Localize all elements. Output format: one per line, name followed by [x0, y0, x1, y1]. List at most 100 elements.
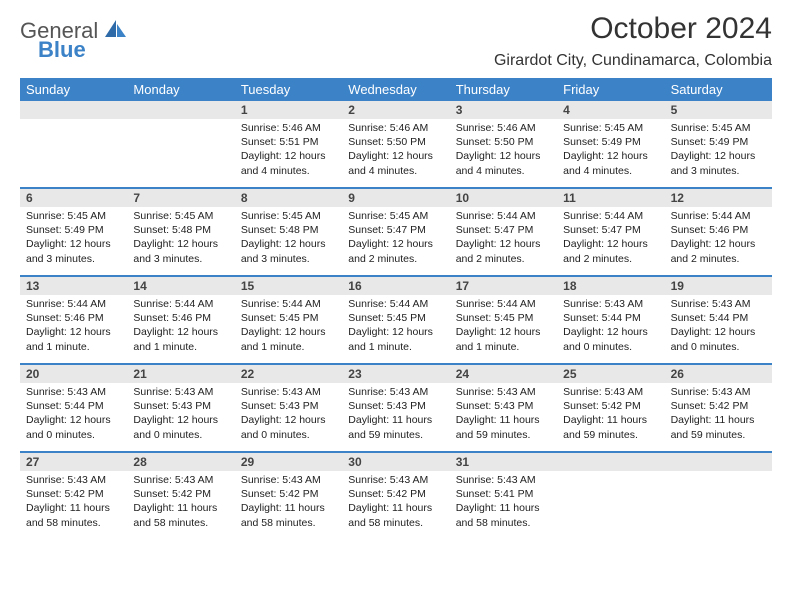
sunrise-line: Sunrise: 5:43 AM	[348, 473, 443, 487]
sunset-line: Sunset: 5:44 PM	[26, 399, 121, 413]
sunset-line: Sunset: 5:47 PM	[456, 223, 551, 237]
calendar-week: 6Sunrise: 5:45 AMSunset: 5:49 PMDaylight…	[20, 187, 772, 275]
calendar-cell: 2Sunrise: 5:46 AMSunset: 5:50 PMDaylight…	[342, 101, 449, 187]
cell-body: Sunrise: 5:45 AMSunset: 5:47 PMDaylight:…	[342, 207, 449, 270]
calendar-week: 13Sunrise: 5:44 AMSunset: 5:46 PMDayligh…	[20, 275, 772, 363]
daylight-line: Daylight: 12 hours and 4 minutes.	[456, 149, 551, 177]
day-number: 7	[127, 189, 234, 207]
calendar-cell: 3Sunrise: 5:46 AMSunset: 5:50 PMDaylight…	[450, 101, 557, 187]
day-number: 3	[450, 101, 557, 119]
calendar-cell: 24Sunrise: 5:43 AMSunset: 5:43 PMDayligh…	[450, 365, 557, 451]
daylight-line: Daylight: 12 hours and 1 minute.	[133, 325, 228, 353]
cell-body: Sunrise: 5:43 AMSunset: 5:42 PMDaylight:…	[665, 383, 772, 446]
sunrise-line: Sunrise: 5:44 AM	[563, 209, 658, 223]
sunrise-line: Sunrise: 5:44 AM	[241, 297, 336, 311]
day-header: Tuesday	[235, 78, 342, 101]
cell-body: Sunrise: 5:46 AMSunset: 5:50 PMDaylight:…	[342, 119, 449, 182]
daylight-line: Daylight: 11 hours and 59 minutes.	[671, 413, 766, 441]
sunset-line: Sunset: 5:42 PM	[563, 399, 658, 413]
day-number: 10	[450, 189, 557, 207]
day-number	[20, 101, 127, 119]
sunset-line: Sunset: 5:50 PM	[456, 135, 551, 149]
cell-body: Sunrise: 5:44 AMSunset: 5:47 PMDaylight:…	[450, 207, 557, 270]
sunset-line: Sunset: 5:50 PM	[348, 135, 443, 149]
cell-body: Sunrise: 5:45 AMSunset: 5:49 PMDaylight:…	[665, 119, 772, 182]
sunset-line: Sunset: 5:47 PM	[563, 223, 658, 237]
sunset-line: Sunset: 5:43 PM	[456, 399, 551, 413]
cell-body: Sunrise: 5:43 AMSunset: 5:41 PMDaylight:…	[450, 471, 557, 534]
calendar-cell: 30Sunrise: 5:43 AMSunset: 5:42 PMDayligh…	[342, 453, 449, 539]
sunrise-line: Sunrise: 5:44 AM	[133, 297, 228, 311]
calendar-cell	[665, 453, 772, 539]
day-number	[557, 453, 664, 471]
cell-body: Sunrise: 5:43 AMSunset: 5:44 PMDaylight:…	[665, 295, 772, 358]
cell-body: Sunrise: 5:43 AMSunset: 5:44 PMDaylight:…	[557, 295, 664, 358]
day-number: 21	[127, 365, 234, 383]
calendar-cell: 9Sunrise: 5:45 AMSunset: 5:47 PMDaylight…	[342, 189, 449, 275]
calendar-cell: 20Sunrise: 5:43 AMSunset: 5:44 PMDayligh…	[20, 365, 127, 451]
cell-body: Sunrise: 5:44 AMSunset: 5:46 PMDaylight:…	[20, 295, 127, 358]
cell-body: Sunrise: 5:44 AMSunset: 5:47 PMDaylight:…	[557, 207, 664, 270]
sunset-line: Sunset: 5:46 PM	[671, 223, 766, 237]
calendar-cell: 15Sunrise: 5:44 AMSunset: 5:45 PMDayligh…	[235, 277, 342, 363]
sunrise-line: Sunrise: 5:46 AM	[348, 121, 443, 135]
day-number: 20	[20, 365, 127, 383]
sunset-line: Sunset: 5:42 PM	[241, 487, 336, 501]
day-number: 11	[557, 189, 664, 207]
sunset-line: Sunset: 5:51 PM	[241, 135, 336, 149]
sunrise-line: Sunrise: 5:43 AM	[671, 297, 766, 311]
sunset-line: Sunset: 5:46 PM	[133, 311, 228, 325]
cell-body: Sunrise: 5:46 AMSunset: 5:50 PMDaylight:…	[450, 119, 557, 182]
sunrise-line: Sunrise: 5:43 AM	[133, 473, 228, 487]
calendar-cell: 14Sunrise: 5:44 AMSunset: 5:46 PMDayligh…	[127, 277, 234, 363]
daylight-line: Daylight: 12 hours and 2 minutes.	[671, 237, 766, 265]
sunset-line: Sunset: 5:45 PM	[456, 311, 551, 325]
sunrise-line: Sunrise: 5:43 AM	[26, 385, 121, 399]
header: General Blue October 2024 Girardot City,…	[20, 12, 772, 70]
daylight-line: Daylight: 11 hours and 59 minutes.	[456, 413, 551, 441]
daylight-line: Daylight: 12 hours and 0 minutes.	[133, 413, 228, 441]
sunrise-line: Sunrise: 5:45 AM	[671, 121, 766, 135]
calendar-cell: 26Sunrise: 5:43 AMSunset: 5:42 PMDayligh…	[665, 365, 772, 451]
sunrise-line: Sunrise: 5:45 AM	[348, 209, 443, 223]
sunset-line: Sunset: 5:42 PM	[26, 487, 121, 501]
cell-body: Sunrise: 5:43 AMSunset: 5:42 PMDaylight:…	[235, 471, 342, 534]
daylight-line: Daylight: 12 hours and 2 minutes.	[456, 237, 551, 265]
sunrise-line: Sunrise: 5:43 AM	[133, 385, 228, 399]
daylight-line: Daylight: 12 hours and 3 minutes.	[241, 237, 336, 265]
cell-body: Sunrise: 5:45 AMSunset: 5:49 PMDaylight:…	[20, 207, 127, 270]
cell-body: Sunrise: 5:45 AMSunset: 5:48 PMDaylight:…	[127, 207, 234, 270]
day-number: 9	[342, 189, 449, 207]
day-number: 23	[342, 365, 449, 383]
sunset-line: Sunset: 5:43 PM	[348, 399, 443, 413]
calendar-cell: 17Sunrise: 5:44 AMSunset: 5:45 PMDayligh…	[450, 277, 557, 363]
daylight-line: Daylight: 11 hours and 59 minutes.	[348, 413, 443, 441]
sunrise-line: Sunrise: 5:43 AM	[563, 385, 658, 399]
sunrise-line: Sunrise: 5:46 AM	[456, 121, 551, 135]
calendar-cell: 11Sunrise: 5:44 AMSunset: 5:47 PMDayligh…	[557, 189, 664, 275]
sunset-line: Sunset: 5:48 PM	[241, 223, 336, 237]
calendar-cell: 25Sunrise: 5:43 AMSunset: 5:42 PMDayligh…	[557, 365, 664, 451]
day-number: 28	[127, 453, 234, 471]
sunrise-line: Sunrise: 5:45 AM	[133, 209, 228, 223]
day-number: 22	[235, 365, 342, 383]
calendar-cell	[20, 101, 127, 187]
daylight-line: Daylight: 12 hours and 0 minutes.	[671, 325, 766, 353]
title-block: October 2024 Girardot City, Cundinamarca…	[494, 12, 772, 70]
day-header: Sunday	[20, 78, 127, 101]
daylight-line: Daylight: 12 hours and 1 minute.	[26, 325, 121, 353]
cell-body: Sunrise: 5:43 AMSunset: 5:43 PMDaylight:…	[235, 383, 342, 446]
logo-sail-icon	[105, 20, 127, 43]
calendar-cell: 5Sunrise: 5:45 AMSunset: 5:49 PMDaylight…	[665, 101, 772, 187]
day-number: 24	[450, 365, 557, 383]
cell-body: Sunrise: 5:44 AMSunset: 5:46 PMDaylight:…	[665, 207, 772, 270]
sunrise-line: Sunrise: 5:43 AM	[241, 473, 336, 487]
cell-body: Sunrise: 5:43 AMSunset: 5:44 PMDaylight:…	[20, 383, 127, 446]
calendar-cell: 16Sunrise: 5:44 AMSunset: 5:45 PMDayligh…	[342, 277, 449, 363]
sunrise-line: Sunrise: 5:44 AM	[26, 297, 121, 311]
sunrise-line: Sunrise: 5:45 AM	[563, 121, 658, 135]
calendar-cell: 12Sunrise: 5:44 AMSunset: 5:46 PMDayligh…	[665, 189, 772, 275]
daylight-line: Daylight: 11 hours and 58 minutes.	[456, 501, 551, 529]
sunset-line: Sunset: 5:42 PM	[133, 487, 228, 501]
day-number: 4	[557, 101, 664, 119]
